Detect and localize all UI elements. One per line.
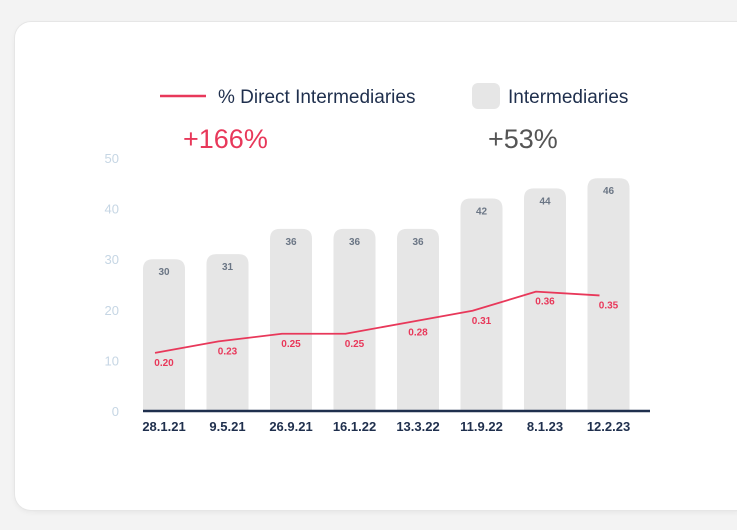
y-tick-label: 50 [105,151,119,166]
line-value-label: 0.28 [408,327,428,338]
y-tick-label: 30 [105,252,119,267]
x-tick-label: 16.1.22 [333,419,376,434]
legend-bar-swatch [472,83,500,109]
y-axis-ticks: 0 10 20 30 40 50 [105,151,119,419]
y-tick-label: 40 [105,202,119,217]
bar-value-label: 36 [349,237,361,248]
line-value-label: 0.23 [218,346,238,357]
x-tick-label: 28.1.21 [142,419,185,434]
bar [270,228,312,411]
bar [587,178,630,411]
bar-value-label: 36 [285,237,297,248]
bar [460,198,503,411]
line-value-label: 0.36 [535,297,555,308]
bar [206,254,249,411]
bar-value-label: 44 [539,196,551,207]
x-tick-label: 12.2.23 [587,419,630,434]
legend-line-label: % Direct Intermediaries [218,87,415,108]
x-axis-labels: 28.1.21 9.5.21 26.9.21 16.1.22 13.3.22 11.9.2… [142,419,630,434]
line-value-label: 0.20 [154,358,174,369]
y-tick-label: 10 [105,353,119,368]
bar-change-callout: +53% [488,124,558,154]
bar [524,188,566,411]
bar-value-label: 31 [222,262,234,273]
bar-value-label: 46 [603,186,615,197]
bar-value-label: 30 [158,267,170,278]
line-value-label: 0.25 [345,339,365,350]
x-tick-label: 26.9.21 [269,419,312,434]
x-tick-label: 8.1.23 [527,419,563,434]
y-tick-label: 20 [105,303,119,318]
line-series-group: 0.20 0.23 0.25 0.25 0.28 0.31 0.36 0.35 [154,290,619,369]
x-tick-label: 13.3.22 [396,419,439,434]
bar [333,228,376,411]
bar-value-label: 36 [412,237,424,248]
x-tick-label: 9.5.21 [209,419,245,434]
bars-group: 30 31 36 36 36 42 44 46 [143,178,630,411]
line-value-label: 0.31 [472,316,492,327]
legend-bar-label: Intermediaries [508,87,628,108]
line-change-callout: +166% [183,124,268,154]
line-series-path [154,290,600,354]
bar-value-label: 42 [476,206,488,217]
line-value-label: 0.35 [599,300,619,311]
line-value-label: 0.25 [281,339,301,350]
bar [143,259,185,411]
x-tick-label: 11.9.22 [460,419,503,434]
y-tick-label: 0 [112,404,119,419]
